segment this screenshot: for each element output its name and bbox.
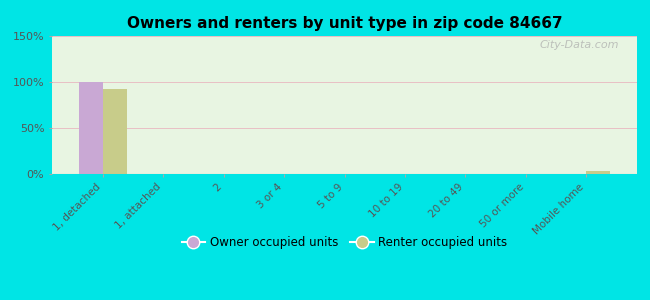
Text: City-Data.com: City-Data.com [540, 40, 619, 50]
Bar [103, 89, 127, 174]
Bar [79, 82, 103, 174]
Bar [586, 171, 610, 174]
Title: Owners and renters by unit type in zip code 84667: Owners and renters by unit type in zip c… [127, 16, 562, 31]
Legend: Owner occupied units, Renter occupied units: Owner occupied units, Renter occupied un… [177, 231, 512, 254]
